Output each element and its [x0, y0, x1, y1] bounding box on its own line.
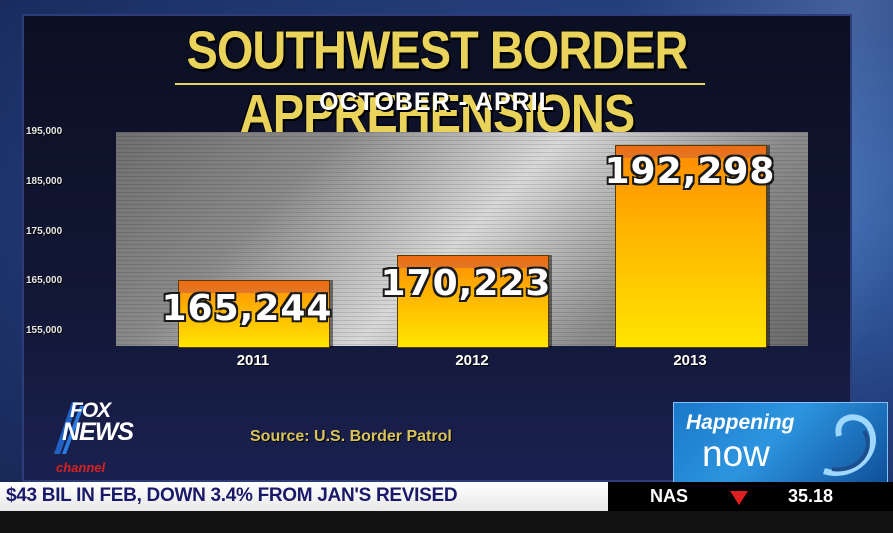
logo-channel-text: channel — [56, 460, 106, 475]
bar-value-label: 165,244 — [161, 288, 333, 330]
down-arrow-icon — [730, 491, 748, 505]
chart-source: Source: U.S. Border Patrol — [250, 428, 452, 445]
chart-subtitle: OCTOBER - APRIL — [319, 88, 555, 116]
show-name-bottom: now — [702, 433, 770, 474]
bottom-strip — [0, 511, 893, 533]
bar-cap — [398, 256, 548, 269]
show-name-top: Happening — [686, 411, 795, 434]
bar-value-label: 170,223 — [380, 263, 552, 305]
y-tick-label: 185,000 — [26, 175, 63, 187]
ticker-headline: $43 BIL IN FEB, DOWN 3.4% FROM JAN'S REV… — [6, 485, 458, 506]
x-tick-label: 2011 — [236, 352, 270, 369]
ticker-quote-box — [608, 482, 893, 511]
y-tick-label: 155,000 — [26, 325, 63, 337]
chart-title: SOUTHWEST BORDER APPREHENSIONS — [186, 19, 689, 144]
fox-news-logo: FOX NEWS channel — [50, 400, 138, 478]
ticker-value: 35.18 — [788, 486, 834, 506]
bar-2012 — [397, 255, 549, 348]
title-underline — [175, 83, 705, 85]
swirl-icon — [823, 414, 876, 476]
logo-swoosh-icon — [54, 402, 84, 454]
y-tick-label: 165,000 — [26, 275, 63, 287]
y-tick-label: 195,000 — [26, 126, 63, 137]
y-tick-label: 175,000 — [26, 225, 63, 237]
logo-news-text: NEWS — [62, 418, 134, 446]
ticker-symbol: NAS — [650, 486, 689, 506]
bar-cap — [179, 281, 329, 294]
bar-2011 — [178, 280, 330, 348]
bar-value-label: 192,298 — [604, 151, 776, 193]
bar-cap — [616, 146, 766, 159]
logo-fox-text: FOX — [70, 399, 111, 422]
happening-now-badge: Happening now — [673, 402, 888, 484]
x-tick-label: 2013 — [673, 352, 707, 369]
x-tick-label: 2012 — [455, 352, 489, 369]
bar-2013 — [615, 145, 767, 348]
